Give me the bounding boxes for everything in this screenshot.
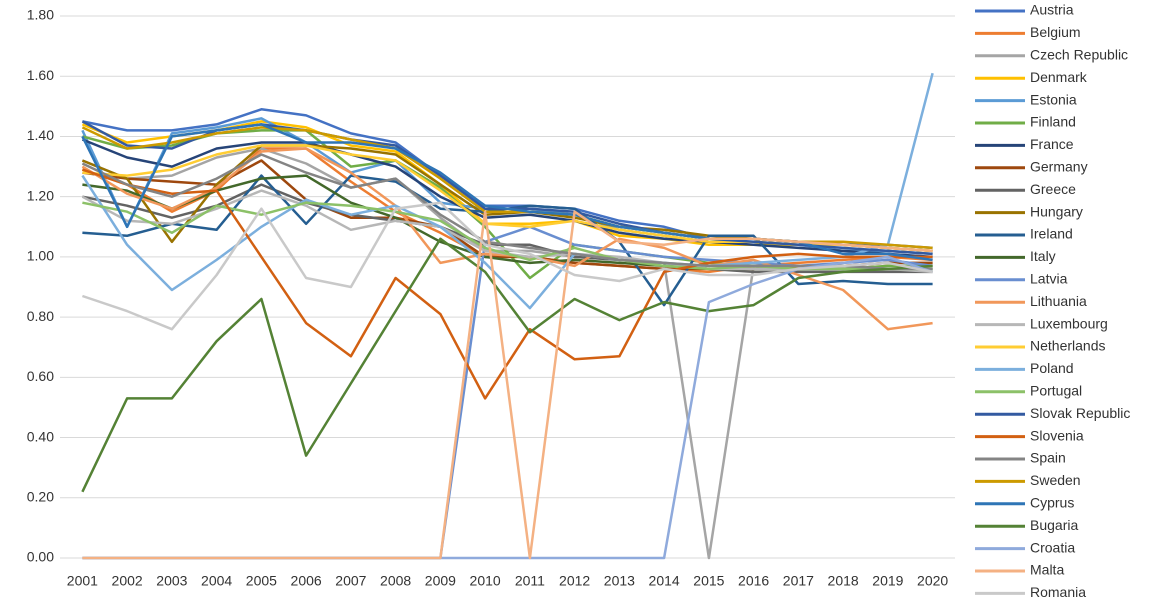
series-line: [81, 153, 933, 271]
x-tick-label: 2010: [470, 573, 501, 589]
legend-label: Poland: [1030, 360, 1074, 376]
series-line: [81, 201, 933, 331]
y-tick-label: 0.60: [27, 368, 54, 384]
x-tick-label: 2007: [335, 573, 366, 589]
series-line: [81, 72, 934, 310]
series-line: [81, 138, 933, 259]
legend-label: Luxembourg: [1030, 315, 1108, 331]
legend-label: Latvia: [1030, 271, 1068, 287]
x-tick-label: 2004: [201, 573, 232, 589]
legend-label: Italy: [1030, 248, 1056, 264]
x-tick-label: 2012: [559, 573, 590, 589]
x-tick-label: 2014: [649, 573, 680, 589]
x-tick-label: 2003: [156, 573, 187, 589]
legend-label: Germany: [1030, 159, 1088, 175]
legend-label: Austria: [1030, 2, 1074, 18]
legend-label: Greece: [1030, 181, 1076, 197]
series-line: [82, 168, 933, 400]
x-tick-label: 2005: [246, 573, 277, 589]
x-tick-label: 2011: [515, 573, 545, 589]
legend-label: Finland: [1030, 114, 1076, 130]
legend-label: Slovenia: [1030, 427, 1084, 443]
y-tick-label: 0.40: [27, 428, 54, 444]
y-tick-label: 0.20: [27, 488, 54, 504]
y-tick-label: 0.80: [27, 308, 54, 324]
legend-label: Ireland: [1030, 226, 1073, 242]
x-tick-label: 2016: [738, 573, 769, 589]
legend-label: Sweden: [1030, 472, 1081, 488]
x-tick-label: 2020: [917, 573, 948, 589]
x-tick-label: 2017: [783, 573, 814, 589]
series-line: [81, 237, 933, 493]
x-tick-label: 2002: [112, 573, 143, 589]
legend-label: Denmark: [1030, 69, 1088, 85]
legend-label: Romania: [1030, 584, 1086, 600]
legend-label: Portugal: [1030, 383, 1082, 399]
legend-label: Malta: [1030, 562, 1064, 578]
legend-label: France: [1030, 136, 1074, 152]
x-tick-label: 2013: [604, 573, 635, 589]
y-tick-label: 1.80: [27, 7, 54, 23]
legend-label: Bugaria: [1030, 517, 1078, 533]
x-tick-label: 2019: [872, 573, 903, 589]
legend-label: Croatia: [1030, 539, 1075, 555]
y-tick-label: 1.00: [27, 248, 54, 264]
legend-label: Netherlands: [1030, 338, 1106, 354]
x-tick-label: 2008: [380, 573, 411, 589]
legend-label: Czech Republic: [1030, 47, 1128, 63]
x-tick-label: 2015: [693, 573, 724, 589]
x-tick-label: 2006: [291, 573, 322, 589]
legend-label: Spain: [1030, 450, 1066, 466]
x-tick-label: 2009: [425, 573, 456, 589]
legend-label: Belgium: [1030, 24, 1081, 40]
x-tick-label: 2001: [67, 573, 98, 589]
y-tick-label: 1.40: [27, 127, 54, 143]
legend-label: Hungary: [1030, 203, 1083, 219]
x-tick-label: 2018: [828, 573, 859, 589]
legend-label: Lithuania: [1030, 293, 1087, 309]
legend-label: Estonia: [1030, 91, 1077, 107]
legend-label: Cyprus: [1030, 495, 1074, 511]
y-tick-label: 1.60: [27, 67, 54, 83]
y-tick-label: 0.00: [27, 549, 54, 565]
series-line: [81, 120, 933, 253]
series-line: [82, 201, 933, 271]
legend-label: Slovak Republic: [1030, 405, 1130, 421]
series-line: [82, 210, 933, 560]
y-tick-label: 1.20: [27, 187, 54, 203]
